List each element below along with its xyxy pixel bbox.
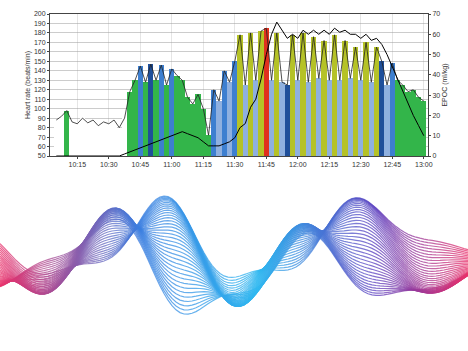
- svg-text:10:15: 10:15: [69, 161, 87, 168]
- svg-text:120: 120: [34, 86, 46, 93]
- svg-text:11:30: 11:30: [226, 161, 243, 168]
- svg-text:11:15: 11:15: [195, 161, 212, 168]
- svg-text:200: 200: [34, 10, 46, 17]
- svg-text:60: 60: [432, 31, 440, 38]
- svg-text:40: 40: [432, 71, 440, 78]
- svg-text:13:00: 13:00: [415, 161, 433, 168]
- svg-text:100: 100: [34, 105, 46, 112]
- svg-text:170: 170: [34, 39, 46, 46]
- svg-text:110: 110: [34, 96, 45, 103]
- svg-text:70: 70: [38, 134, 46, 141]
- svg-text:11:00: 11:00: [163, 161, 180, 168]
- svg-text:50: 50: [432, 51, 440, 58]
- svg-text:180: 180: [34, 29, 46, 36]
- svg-text:60: 60: [38, 143, 46, 150]
- svg-text:Heart rate (beats/min): Heart rate (beats/min): [24, 51, 32, 119]
- svg-text:190: 190: [34, 20, 46, 27]
- svg-text:12:00: 12:00: [289, 161, 307, 168]
- svg-text:150: 150: [34, 58, 46, 65]
- svg-text:90: 90: [38, 115, 46, 122]
- svg-text:10:45: 10:45: [132, 161, 150, 168]
- svg-text:EPOC (ml/kg): EPOC (ml/kg): [441, 63, 449, 106]
- svg-text:130: 130: [34, 77, 46, 84]
- svg-text:10:30: 10:30: [100, 161, 118, 168]
- svg-text:12:45: 12:45: [384, 161, 402, 168]
- svg-text:0: 0: [432, 152, 436, 159]
- svg-text:70: 70: [432, 10, 440, 17]
- svg-text:50: 50: [38, 152, 46, 159]
- svg-text:80: 80: [38, 124, 46, 131]
- svg-text:10: 10: [432, 132, 440, 139]
- svg-text:160: 160: [34, 48, 46, 55]
- svg-text:12:15: 12:15: [321, 161, 339, 168]
- svg-text:12:30: 12:30: [352, 161, 370, 168]
- svg-text:11:45: 11:45: [258, 161, 275, 168]
- svg-text:140: 140: [34, 67, 46, 74]
- svg-text:30: 30: [432, 92, 440, 99]
- svg-text:20: 20: [432, 112, 440, 119]
